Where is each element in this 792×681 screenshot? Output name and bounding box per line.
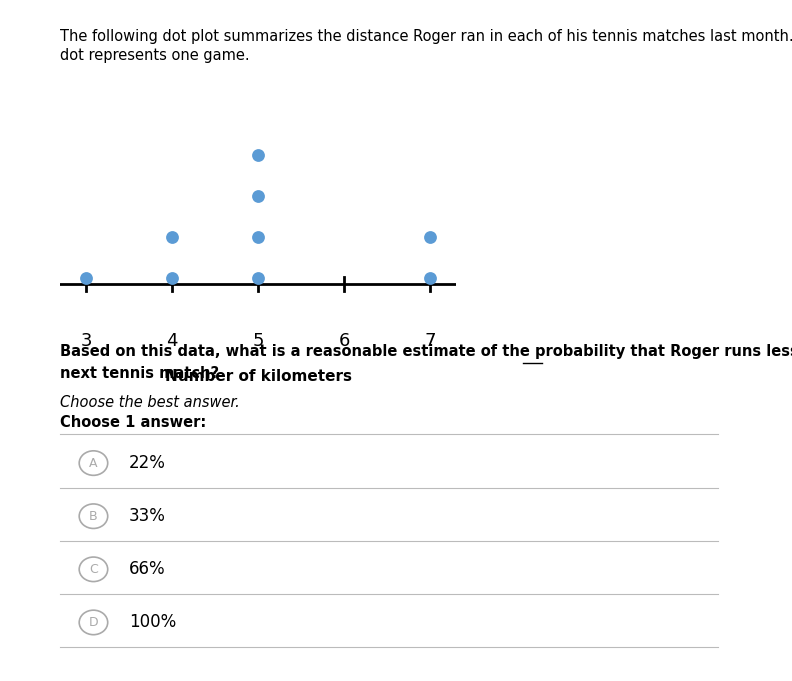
Point: [252, 191, 265, 202]
Text: The following dot plot summarizes the distance Roger ran in each of his tennis m: The following dot plot summarizes the di…: [60, 29, 792, 63]
Text: C: C: [89, 563, 98, 576]
Text: Choose 1 answer:: Choose 1 answer:: [60, 415, 207, 430]
Text: D: D: [89, 616, 98, 629]
Point: [166, 272, 178, 283]
Text: A: A: [89, 456, 97, 470]
X-axis label: Number of kilometers: Number of kilometers: [165, 370, 352, 385]
Point: [252, 150, 265, 161]
Point: [424, 232, 436, 242]
Point: [424, 272, 436, 283]
Point: [80, 272, 93, 283]
Text: B: B: [89, 509, 97, 523]
Text: 100%: 100%: [129, 614, 177, 631]
Text: Choose the best answer.: Choose the best answer.: [60, 395, 240, 410]
Point: [252, 272, 265, 283]
Text: Based on this data, what is a reasonable estimate of the probability that Roger : Based on this data, what is a reasonable…: [60, 344, 792, 359]
Point: [166, 232, 178, 242]
Text: next tennis match?: next tennis match?: [60, 366, 219, 381]
Point: [252, 232, 265, 242]
Text: 66%: 66%: [129, 560, 166, 578]
Text: 22%: 22%: [129, 454, 166, 472]
Text: 33%: 33%: [129, 507, 166, 525]
